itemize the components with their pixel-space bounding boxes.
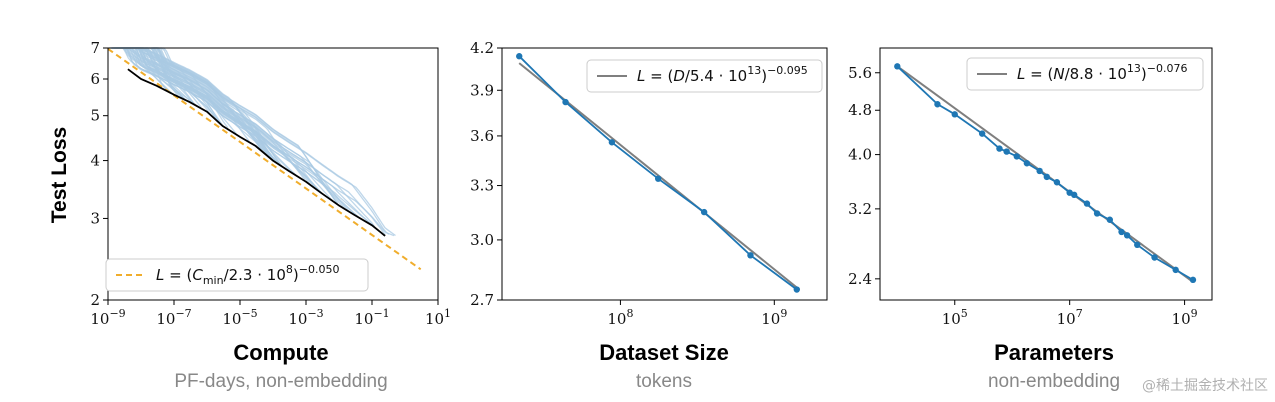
y-tick-label: 2.4 <box>848 270 872 288</box>
x-tick-label: 109 <box>761 307 787 328</box>
data-point <box>1093 210 1101 217</box>
plot-frame <box>501 47 828 301</box>
training-curve <box>153 47 350 212</box>
legend-label: L = (N/8.8 · 1013)−0.076 <box>1017 62 1187 83</box>
watermark: @稀土掘金技术社区 <box>1142 378 1268 394</box>
data-point <box>1023 160 1031 167</box>
training-curve <box>116 47 360 219</box>
x-tick-label: 10−7 <box>156 307 191 328</box>
data-point <box>655 175 662 182</box>
data-point <box>700 208 708 216</box>
x-tick-label: 10−3 <box>288 307 323 328</box>
data-point <box>1036 167 1043 175</box>
trend-line <box>107 48 422 271</box>
x-tick-label: 10−1 <box>354 307 389 328</box>
x-tick-label: 107 <box>1057 307 1083 328</box>
y-tick-label: 3.0 <box>470 231 494 249</box>
y-tick-label: 2.7 <box>470 291 494 309</box>
x-tick-label: 108 <box>607 307 633 328</box>
y-tick-label: 2 <box>90 291 100 309</box>
y-tick-label: 3.3 <box>470 177 494 195</box>
x-tick-label: 10−5 <box>222 307 257 328</box>
data-point <box>1003 148 1010 155</box>
data-point <box>1053 179 1061 186</box>
y-tick-label: 3 <box>90 209 100 227</box>
training-curve <box>111 47 186 101</box>
y-tick-label: 5.6 <box>848 64 872 82</box>
data-point <box>996 145 1003 152</box>
fit-line <box>896 65 1194 283</box>
x-tick-label: 101 <box>425 307 451 328</box>
data-point <box>1189 276 1197 284</box>
training-curve <box>134 47 375 227</box>
data-point <box>1071 191 1078 199</box>
data-point <box>1106 216 1114 223</box>
data-point <box>934 101 941 108</box>
training-curves <box>109 47 396 237</box>
y-tick-label: 3.6 <box>470 127 494 145</box>
y-axis-label-test-loss: Test Loss <box>48 127 71 223</box>
data-point <box>1013 153 1020 160</box>
x-axis-subtitle-compute: PF-days, non-embedding <box>174 371 387 392</box>
x-axis-subtitle-dataset-size: tokens <box>636 371 692 392</box>
data-point <box>1151 254 1158 261</box>
legend-label: L = (Cmin/2.3 · 108)−0.050 <box>156 263 339 287</box>
data-point <box>951 111 958 118</box>
legend-box <box>966 57 1204 91</box>
data-point <box>1172 266 1179 274</box>
x-axis-label-dataset-size: Dataset Size <box>599 340 729 365</box>
x-tick-label: 109 <box>1172 307 1198 328</box>
data-point <box>747 252 754 259</box>
plot-frame <box>107 47 439 301</box>
data-point <box>793 286 800 293</box>
y-tick-label: 6 <box>90 70 100 88</box>
compute-panel: 7 6 5 4 3 210−9 10−7 10−5 10−3 10−1 101 L = (Cmin/2… <box>90 39 451 328</box>
x-axis-label-parameters: Parameters <box>994 340 1114 365</box>
legend-box <box>586 59 823 93</box>
y-tick-label: 4.0 <box>848 146 872 164</box>
training-curve <box>132 47 263 151</box>
x-axis-subtitle-parameters: non-embedding <box>988 371 1120 392</box>
data-point <box>894 63 901 70</box>
data-point <box>1043 173 1051 181</box>
data-point <box>608 139 616 146</box>
x-tick-label: 10−9 <box>90 307 125 328</box>
y-tick-label: 4.8 <box>848 101 872 119</box>
legend-label: L = (D/5.4 · 1013)−0.095 <box>637 64 808 85</box>
data-point <box>1118 228 1125 236</box>
training-curve <box>139 47 396 237</box>
dataset-size-panel: 4.2 3.9 3.6 3.3 3.0 2.7 108 109 L = (D/5.4 · 101… <box>470 39 828 328</box>
data-point <box>1123 232 1131 239</box>
data-point <box>978 130 986 137</box>
legend-box <box>105 258 369 292</box>
parameters-panel: 5.6 4.8 4.0 3.2 2.4 105 107 109 L = (N/8.8 · 101… <box>848 47 1213 328</box>
x-axis-label-compute: Compute <box>233 340 328 365</box>
plot-frame <box>879 47 1213 301</box>
data-point <box>562 98 569 106</box>
y-tick-label: 4 <box>90 152 100 170</box>
y-tick-label: 4.2 <box>470 39 494 57</box>
data-line <box>896 65 1194 281</box>
efficient-frontier-line <box>127 68 386 237</box>
y-tick-label: 3.9 <box>470 81 494 99</box>
y-tick-label: 5 <box>90 107 100 125</box>
data-point <box>1083 200 1091 207</box>
x-tick-label: 105 <box>942 307 968 328</box>
data-point <box>1134 241 1141 249</box>
data-point <box>516 53 523 60</box>
y-tick-label: 7 <box>90 39 100 57</box>
y-tick-label: 3.2 <box>848 200 872 218</box>
training-curve <box>155 47 273 160</box>
